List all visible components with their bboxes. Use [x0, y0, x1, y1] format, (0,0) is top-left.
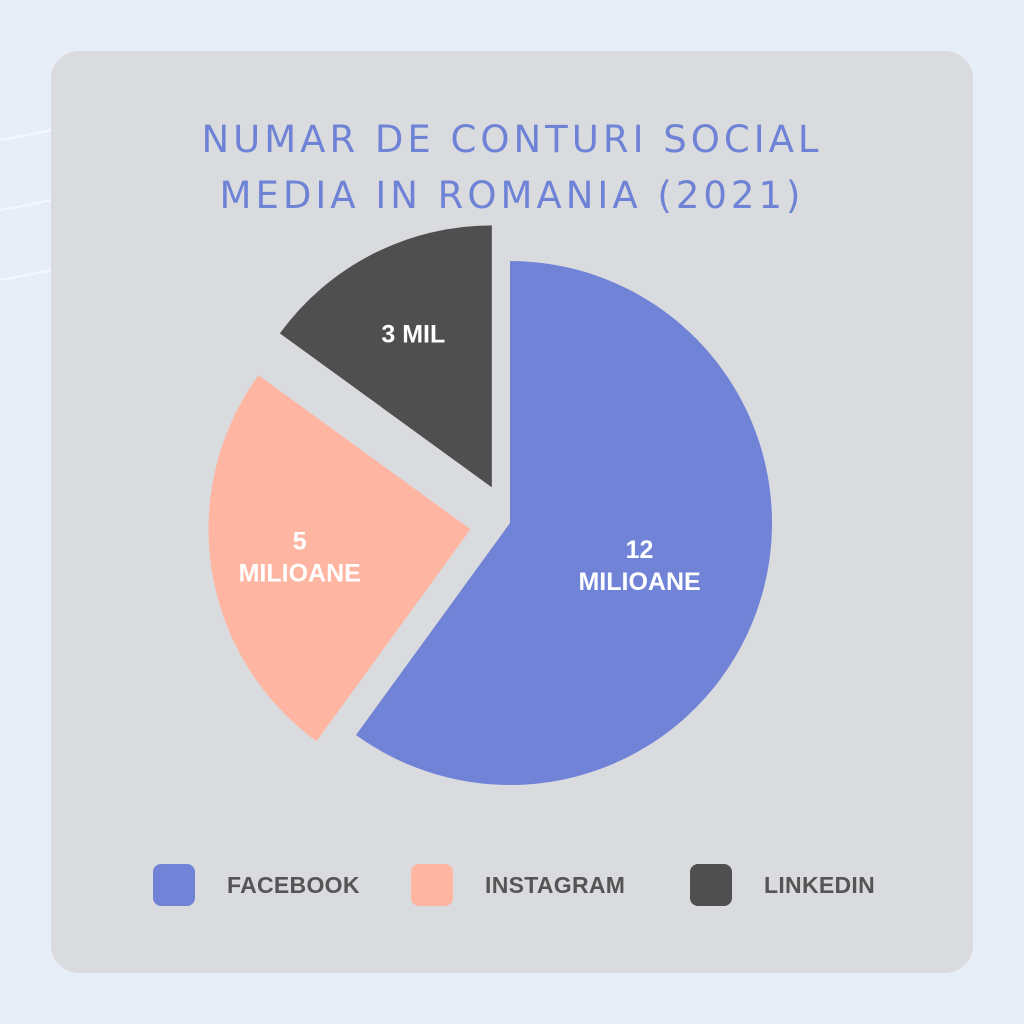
- legend: FACEBOOK INSTAGRAM LINKEDIN: [0, 862, 1024, 908]
- legend-item-linkedin: LINKEDIN: [690, 862, 875, 908]
- legend-label-instagram: INSTAGRAM: [485, 871, 626, 898]
- pie-slice-instagram: [208, 375, 471, 742]
- chart-title: NUMAR DE CONTURI SOCIAL MEDIA IN ROMANIA…: [0, 112, 1024, 224]
- pie-slice-linkedin: [279, 225, 492, 488]
- legend-label-facebook: FACEBOOK: [227, 871, 360, 898]
- slice-label-line: MILIOANE: [239, 559, 361, 587]
- slice-label-facebook: 12 MILIOANE: [578, 536, 700, 596]
- legend-swatch-facebook: [153, 864, 195, 906]
- slice-label-line: MILIOANE: [578, 568, 700, 596]
- legend-swatch-instagram: [411, 864, 453, 906]
- slice-label-line: 3 MIL: [381, 320, 445, 348]
- legend-label-linkedin: LINKEDIN: [764, 871, 876, 898]
- chart-title-line-2: MEDIA IN ROMANIA (2021): [219, 174, 805, 217]
- slice-label-line: 5: [293, 527, 307, 555]
- slice-label-linkedin: 3 MIL: [381, 320, 445, 348]
- legend-item-facebook: FACEBOOK: [153, 862, 360, 908]
- chart-title-line-1: NUMAR DE CONTURI SOCIAL: [201, 118, 823, 161]
- slice-label-instagram: 5 MILIOANE: [239, 527, 361, 587]
- legend-swatch-linkedin: [690, 864, 732, 906]
- slice-label-line: 12: [626, 536, 654, 564]
- pie-slice-facebook: [356, 261, 772, 785]
- legend-item-instagram: INSTAGRAM: [411, 862, 625, 908]
